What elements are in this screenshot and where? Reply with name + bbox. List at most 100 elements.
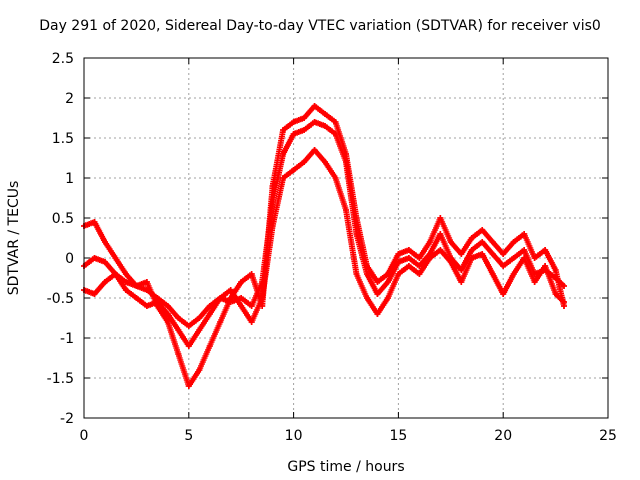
data-point xyxy=(269,183,276,189)
data-point xyxy=(238,279,245,285)
data-point xyxy=(101,279,108,285)
data-point xyxy=(91,255,98,261)
data-point xyxy=(301,115,308,121)
y-tick-label: -1.5 xyxy=(47,371,74,387)
data-point xyxy=(301,159,308,165)
data-point xyxy=(196,367,203,373)
data-point xyxy=(405,247,412,253)
data-point xyxy=(248,271,255,277)
data-point xyxy=(185,343,192,349)
data-point xyxy=(510,271,517,277)
y-tick-label: -1 xyxy=(60,331,74,347)
y-tick-label: -0.5 xyxy=(47,291,74,307)
data-point xyxy=(489,271,496,277)
y-tick-label: 2 xyxy=(65,91,74,107)
data-point xyxy=(311,147,318,153)
data-point xyxy=(175,327,182,333)
data-point xyxy=(500,291,507,297)
data-point xyxy=(374,291,381,297)
series-markers xyxy=(81,147,567,349)
data-point xyxy=(206,311,213,317)
data-point xyxy=(468,247,475,253)
data-point xyxy=(447,239,454,245)
data-point xyxy=(290,119,297,125)
data-point xyxy=(238,303,245,309)
data-point xyxy=(510,255,517,261)
x-tick-label: 20 xyxy=(494,428,512,444)
data-point xyxy=(311,119,318,125)
data-point xyxy=(416,263,423,269)
data-point xyxy=(405,263,412,269)
data-point xyxy=(510,239,517,245)
data-point xyxy=(143,303,150,309)
data-point xyxy=(238,295,245,301)
chart-title: Day 291 of 2020, Sidereal Day-to-day VTE… xyxy=(39,18,601,34)
data-point xyxy=(447,259,454,265)
data-point xyxy=(468,235,475,241)
data-point xyxy=(143,279,150,285)
data-point xyxy=(374,279,381,285)
data-point xyxy=(332,119,339,125)
data-point xyxy=(363,295,370,301)
plot-area xyxy=(81,103,567,389)
data-point xyxy=(164,303,171,309)
data-point xyxy=(101,259,108,265)
data-point xyxy=(353,215,360,221)
x-tick-label: 5 xyxy=(184,428,193,444)
data-point xyxy=(122,279,129,285)
data-point xyxy=(133,283,140,289)
data-point xyxy=(531,255,538,261)
data-point xyxy=(91,291,98,297)
data-point xyxy=(458,267,465,273)
data-point xyxy=(290,167,297,173)
data-point xyxy=(185,383,192,389)
data-point xyxy=(185,323,192,329)
data-point xyxy=(227,295,234,301)
data-point xyxy=(164,319,171,325)
data-point xyxy=(112,271,119,277)
data-point xyxy=(259,303,266,309)
data-point xyxy=(384,279,391,285)
data-point xyxy=(479,239,486,245)
data-point xyxy=(122,287,129,293)
x-tick-label: 15 xyxy=(389,428,407,444)
data-point xyxy=(353,271,360,277)
data-point xyxy=(322,111,329,117)
data-point xyxy=(91,219,98,225)
grid xyxy=(84,58,608,418)
data-point xyxy=(154,303,161,309)
x-tick-label: 25 xyxy=(599,428,617,444)
data-point xyxy=(437,215,444,221)
x-tick-label: 10 xyxy=(285,428,303,444)
data-point xyxy=(395,271,402,277)
data-point xyxy=(206,303,213,309)
data-point xyxy=(280,175,287,181)
data-point xyxy=(552,291,559,297)
series-track-3 xyxy=(81,103,567,389)
data-point xyxy=(542,263,549,269)
data-point xyxy=(560,283,567,289)
data-point xyxy=(374,311,381,317)
data-point xyxy=(560,303,567,309)
data-point xyxy=(521,231,528,237)
data-point xyxy=(542,247,549,253)
data-point xyxy=(217,295,224,301)
data-point xyxy=(489,251,496,257)
data-point xyxy=(395,251,402,257)
ticks: 0 5 10 15 20 25 -2 -1.5 -1 -0.5 0 0.5 1 1.5 2 2.5 xyxy=(47,51,617,444)
data-point xyxy=(405,255,412,261)
data-point xyxy=(322,159,329,165)
data-point xyxy=(416,255,423,261)
data-point xyxy=(122,271,129,277)
data-point xyxy=(322,123,329,129)
data-point xyxy=(363,271,370,277)
data-point xyxy=(196,327,203,333)
data-point xyxy=(206,343,213,349)
data-point xyxy=(426,239,433,245)
data-point xyxy=(521,247,528,253)
plot-frame xyxy=(83,57,609,419)
y-tick-label: 0.5 xyxy=(52,211,74,227)
data-point xyxy=(301,127,308,133)
series-markers xyxy=(81,103,567,389)
